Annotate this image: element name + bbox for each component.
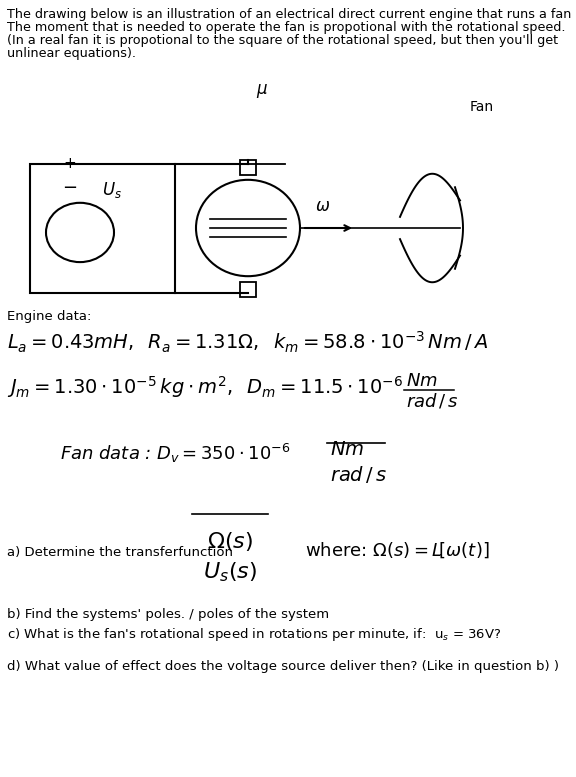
Text: +: + [63, 156, 77, 172]
Text: where: $\Omega(s) = L\!\left[\omega(t)\right]$: where: $\Omega(s) = L\!\left[\omega(t)\r… [305, 540, 490, 559]
Text: c) What is the fan's rotational speed in rotations per minute, if:  u$_s$ = 36V?: c) What is the fan's rotational speed in… [7, 626, 501, 643]
Text: (In a real fan it is propotional to the square of the rotational speed, but then: (In a real fan it is propotional to the … [7, 34, 558, 47]
Text: d) What value of effect does the voltage source deliver then? (Like in question : d) What value of effect does the voltage… [7, 660, 559, 673]
Text: Engine data:: Engine data: [7, 310, 92, 323]
Text: The moment that is needed to operate the fan is propotional with the rotational : The moment that is needed to operate the… [7, 21, 566, 34]
Text: $Nm$: $Nm$ [330, 440, 364, 459]
Text: a) Determine the transferfunction: a) Determine the transferfunction [7, 546, 233, 559]
Text: $\mu$: $\mu$ [256, 82, 268, 100]
Text: $\mathit{U_s}$: $\mathit{U_s}$ [102, 180, 122, 200]
Text: $Nm$: $Nm$ [406, 372, 438, 390]
Text: b) Find the systems' poles. / poles of the system: b) Find the systems' poles. / poles of t… [7, 608, 329, 621]
Text: $\omega$: $\omega$ [315, 197, 330, 215]
Text: Fan: Fan [470, 100, 494, 114]
Text: unlinear equations).: unlinear equations). [7, 47, 136, 60]
Text: The drawing below is an illustration of an electrical direct current engine that: The drawing below is an illustration of … [7, 8, 571, 21]
Text: $J_m = 1.30 \cdot 10^{-5}\,kg \cdot m^2,\;\; D_m = 11.5 \cdot 10^{-6}$: $J_m = 1.30 \cdot 10^{-5}\,kg \cdot m^2,… [7, 374, 403, 400]
Bar [30, 163, 175, 293]
Bar [240, 160, 256, 175]
Text: Fan data : $D_v = 350 \cdot 10^{-6}$: Fan data : $D_v = 350 \cdot 10^{-6}$ [60, 442, 290, 465]
Text: $rad\,/\,s$: $rad\,/\,s$ [330, 464, 387, 485]
Text: $U_s(s)$: $U_s(s)$ [203, 560, 257, 584]
Bar [240, 282, 256, 297]
Text: $rad\,/\,s$: $rad\,/\,s$ [406, 392, 458, 411]
Text: $\Omega(s)$: $\Omega(s)$ [207, 530, 253, 553]
Text: −: − [62, 179, 78, 197]
Text: $L_a = 0.43mH,\;\; R_a = 1.31\Omega,\;\; k_m = 58.8 \cdot 10^{-3}\,Nm\,/\,A$: $L_a = 0.43mH,\;\; R_a = 1.31\Omega,\;\;… [7, 330, 488, 355]
